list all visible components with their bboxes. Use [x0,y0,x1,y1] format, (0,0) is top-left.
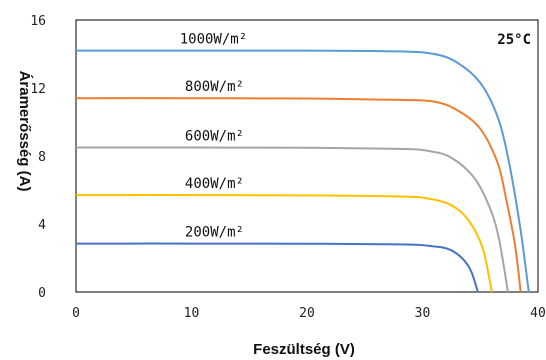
y-tick-labels: 0 4 8 12 16 [30,14,46,301]
plot-area [75,19,539,293]
series-label: 200W/m² [185,225,244,241]
x-tick-label: 20 [299,306,315,321]
y-tick-label: 12 [30,82,46,97]
series-label: 1000W/m² [180,32,247,48]
y-axis-title: Áramerősség (A) [16,71,33,192]
temperature-annotation: 25°C [497,32,531,48]
x-tick-labels: 0 10 20 30 40 [72,306,546,321]
x-tick-label: 10 [184,306,200,321]
series-line [75,49,530,293]
series-label: 400W/m² [185,176,244,192]
y-tick-label: 0 [38,286,46,301]
series-line [75,146,509,293]
series-line [75,194,493,293]
x-axis-title: Feszültség (V) [253,341,355,358]
series-line [75,242,479,293]
y-tick-label: 16 [30,14,46,29]
x-tick-label: 30 [415,306,431,321]
series-label: 800W/m² [185,79,244,95]
series-label: 600W/m² [185,129,244,145]
x-tick-label: 40 [530,306,546,321]
x-tick-label: 0 [72,306,80,321]
series-lines [75,49,530,293]
plot-frame [75,19,539,293]
series-labels: 1000W/m² 800W/m² 600W/m² 400W/m² 200W/m² [180,32,247,241]
y-tick-label: 4 [38,218,46,233]
y-tick-label: 8 [38,150,46,165]
series-line [75,97,522,293]
